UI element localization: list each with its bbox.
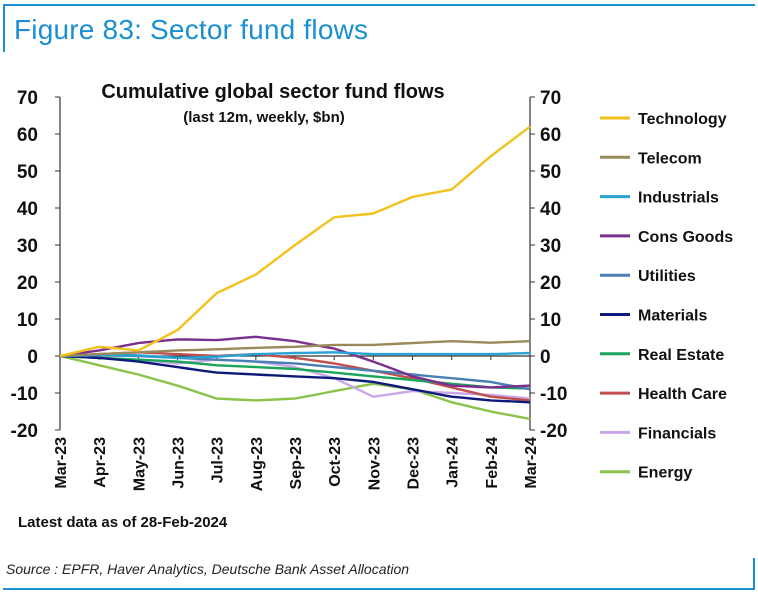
- y-tick-label-right: 40: [540, 199, 561, 220]
- y-tick-label-right: 30: [540, 236, 561, 257]
- series-line-real-estate: [59, 354, 531, 390]
- x-tick-label: Apr-23: [92, 437, 109, 488]
- x-tick-label: Oct-23: [327, 437, 344, 487]
- legend-label-cons-goods: Cons Goods: [638, 229, 733, 246]
- x-tick-label: Mar-24: [523, 437, 540, 489]
- title-top-rule: [3, 4, 755, 6]
- y-tick-label-right: 60: [540, 125, 561, 146]
- legend-label-real-estate: Real Estate: [638, 347, 724, 364]
- source-note: Source : EPFR, Haver Analytics, Deutsche…: [6, 561, 410, 577]
- x-tick-label: Mar-23: [53, 437, 70, 489]
- legend-label-telecom: Telecom: [638, 150, 702, 167]
- y-tick-label-left: 20: [17, 273, 38, 294]
- legend-label-energy: Energy: [638, 465, 692, 482]
- series-line-industrials: [59, 351, 531, 360]
- x-tick-label: Jan-24: [445, 437, 462, 488]
- y-tick-label-left: 40: [17, 199, 38, 220]
- bottom-right-rule: [753, 558, 755, 590]
- y-tick-label-left: -20: [11, 421, 38, 442]
- latest-data-note: Latest data as of 28-Feb-2024: [18, 514, 228, 531]
- legend-label-health-care: Health Care: [638, 386, 727, 403]
- y-tick-label-right: 50: [540, 162, 561, 183]
- series-lines: [59, 125, 531, 421]
- series-line-telecom: [59, 340, 531, 358]
- axes: 70 70 60 60 50 50 40 40 30 30 20 20 10 10 0 0 -10 -10 -20 -…: [11, 88, 568, 491]
- y-tick-label-left: -10: [11, 384, 38, 405]
- title-left-rule: [3, 4, 5, 52]
- y-tick-label-left: 10: [17, 310, 38, 331]
- y-tick-label-left: 50: [17, 162, 38, 183]
- y-tick-label-left: 30: [17, 236, 38, 257]
- x-tick-label: Nov-23: [366, 437, 383, 490]
- chart-title: Cumulative global sector fund flows: [101, 81, 444, 103]
- y-tick-label-right: 70: [540, 88, 561, 109]
- x-tick-label: Feb-24: [484, 437, 501, 489]
- legend: Technology Telecom Industrials Cons Goods Ut…: [600, 111, 733, 482]
- x-tick-label: Jul-23: [210, 437, 227, 483]
- x-tick-label: Dec-23: [406, 437, 423, 490]
- series-line-cons-goods: [59, 335, 531, 389]
- y-tick-label-right: -10: [540, 384, 567, 405]
- chart-subtitle: (last 12m, weekly, $bn): [183, 109, 344, 126]
- y-tick-label-left: 70: [17, 88, 38, 109]
- figure-title: Figure 83: Sector fund flows: [14, 14, 369, 45]
- series-line-energy: [59, 354, 531, 421]
- x-tick-label: Aug-23: [249, 437, 266, 491]
- x-tick-label: Jun-23: [171, 437, 188, 489]
- x-tick-label: Sep-23: [288, 437, 305, 490]
- legend-label-industrials: Industrials: [638, 190, 719, 207]
- y-tick-label-right: 0: [540, 347, 551, 368]
- bottom-rule: [3, 588, 755, 590]
- series-line-technology: [59, 125, 531, 358]
- series-line-materials: [59, 354, 531, 404]
- legend-label-materials: Materials: [638, 308, 707, 325]
- y-tick-label-left: 60: [17, 125, 38, 146]
- legend-label-technology: Technology: [638, 111, 727, 128]
- y-tick-label-right: 10: [540, 310, 561, 331]
- x-tick-label: May-23: [131, 437, 148, 491]
- legend-label-utilities: Utilities: [638, 268, 696, 285]
- legend-label-financials: Financials: [638, 425, 716, 442]
- y-tick-label-right: 20: [540, 273, 561, 294]
- y-tick-label-right: -20: [540, 421, 567, 442]
- y-tick-label-left: 0: [27, 347, 38, 368]
